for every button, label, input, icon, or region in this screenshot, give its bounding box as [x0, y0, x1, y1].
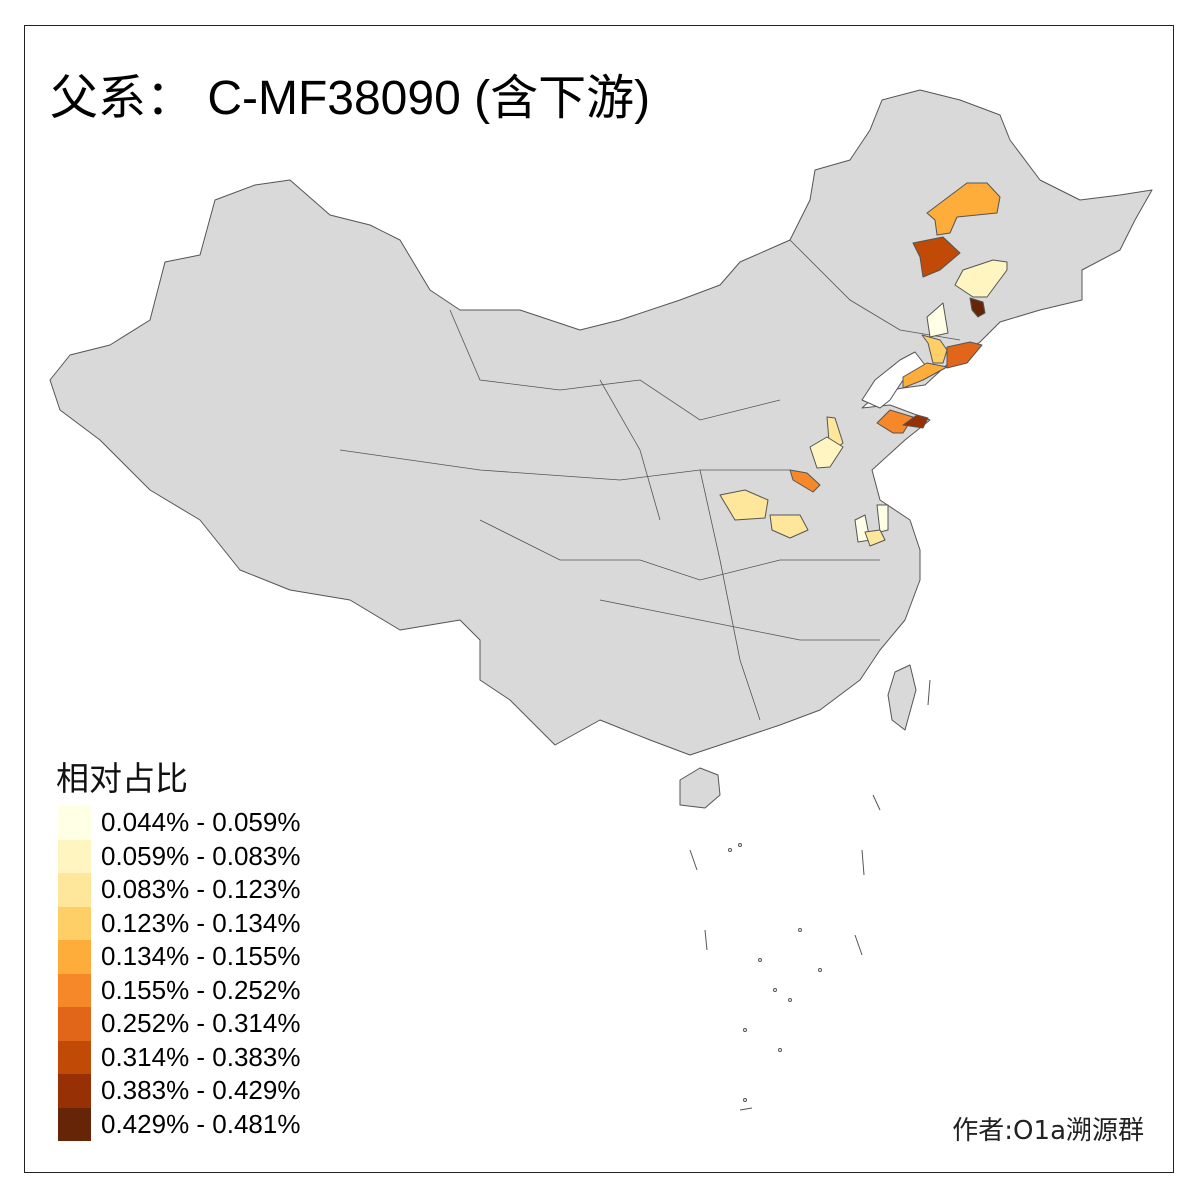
legend-swatch [58, 806, 91, 840]
legend-item: 0.123% - 0.134% [58, 906, 301, 940]
legend-item: 0.134% - 0.155% [58, 940, 300, 974]
legend-title: 相对占比 [56, 759, 188, 798]
legend-swatch [58, 973, 91, 1007]
legend-swatch [58, 940, 91, 974]
legend-item: 0.155% - 0.252% [58, 973, 301, 1007]
province-border [449, 309, 781, 421]
island [743, 1028, 747, 1032]
legend-item: 0.059% - 0.083% [58, 839, 301, 873]
map-title: 父系： C-MF38090 (含下游) [50, 72, 651, 125]
legend-swatch [58, 1007, 91, 1041]
legend-item: 0.314% - 0.383% [58, 1040, 301, 1074]
legend-swatch [58, 1074, 91, 1108]
region-class-9 [902, 414, 929, 429]
region-class-3 [864, 529, 886, 547]
nine-dash-line-segment [739, 1107, 753, 1111]
island [758, 958, 762, 962]
legend-swatch [58, 839, 91, 873]
legend-label: 0.134% - 0.155% [101, 941, 301, 972]
nine-dash-line-segment [704, 929, 708, 951]
province-border [599, 379, 661, 521]
region-class-5 [902, 362, 948, 389]
legend-item: 0.383% - 0.429% [58, 1074, 300, 1108]
legend-swatch [58, 1040, 91, 1074]
nine-dash-line-segment [927, 679, 931, 706]
region-class-1 [876, 504, 889, 533]
legend-label: 0.083% - 0.123% [101, 874, 301, 905]
legend-swatch [58, 1107, 91, 1141]
region-class-3 [769, 514, 809, 539]
legend-label: 0.314% - 0.383% [101, 1041, 301, 1072]
region-class-5 [926, 182, 1001, 236]
province-border [699, 469, 761, 721]
legend-item: 0.044% - 0.059% [58, 806, 300, 840]
province-border [339, 449, 790, 481]
author-credit: 作者:O1a溯源群 [952, 1116, 1144, 1146]
nine-dash-line-segment [861, 849, 865, 876]
island [798, 928, 802, 932]
region-class-7 [946, 341, 983, 369]
nine-dash-line-segment [689, 849, 698, 871]
legend-item: 0.429% - 0.481% [58, 1107, 301, 1141]
figure-border [24, 25, 1174, 1173]
island [728, 848, 732, 852]
legend-label: 0.155% - 0.252% [101, 974, 301, 1005]
legend-swatch [58, 906, 91, 940]
island [788, 998, 792, 1002]
province-border [599, 599, 880, 641]
region-class-8 [912, 236, 961, 278]
legend-label: 0.383% - 0.429% [101, 1075, 301, 1106]
legend-item: 0.252% - 0.314% [58, 1007, 300, 1041]
legend-label: 0.044% - 0.059% [101, 807, 301, 838]
island [738, 843, 742, 847]
legend-label: 0.123% - 0.134% [101, 907, 301, 938]
nine-dash-line-segment [872, 794, 881, 811]
legend: 0.044% - 0.059% 0.059% - 0.083% 0.083% - 0… [58, 806, 300, 1141]
region-class-3 [719, 489, 769, 521]
island [818, 968, 822, 972]
region-class-2 [954, 259, 1008, 298]
nine-dash-line-segment [854, 934, 863, 956]
legend-label: 0.059% - 0.083% [101, 840, 301, 871]
region-class-10 [969, 297, 986, 318]
island [743, 1098, 747, 1102]
legend-swatch [58, 873, 91, 907]
mainland-china [49, 89, 1153, 756]
island [773, 988, 777, 992]
hainan-island [679, 767, 721, 809]
legend-item: 0.083% - 0.123% [58, 873, 300, 907]
region-class-4 [921, 334, 948, 364]
legend-label: 0.429% - 0.481% [101, 1108, 301, 1139]
island [778, 1048, 782, 1052]
region-class-2 [809, 436, 844, 469]
taiwan-island [887, 664, 917, 731]
region-class-6 [789, 469, 821, 493]
region-class-1 [926, 302, 949, 338]
province-border [479, 519, 880, 581]
legend-label: 0.252% - 0.314% [101, 1008, 301, 1039]
